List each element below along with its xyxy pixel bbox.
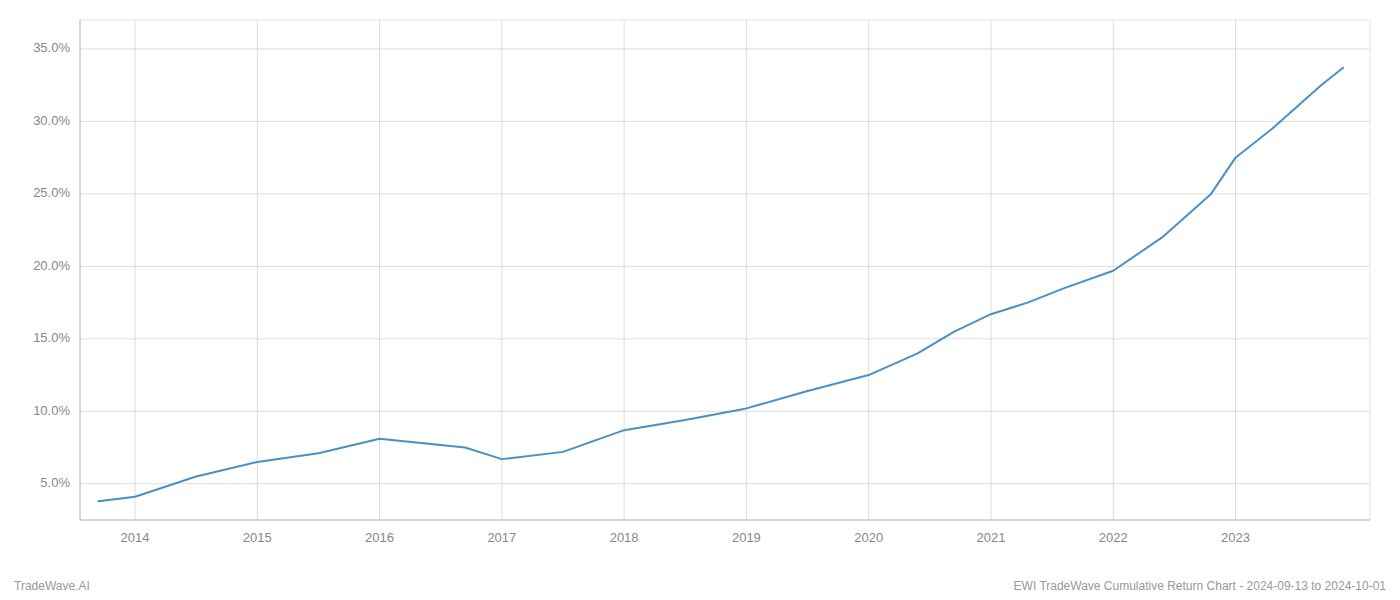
y-tick-label: 25.0% bbox=[33, 185, 70, 200]
x-tick-label: 2017 bbox=[487, 530, 516, 545]
x-axis-line bbox=[80, 520, 1370, 521]
x-grid-line bbox=[501, 20, 502, 520]
grid bbox=[80, 20, 1370, 520]
x-grid-line bbox=[990, 20, 991, 520]
y-tick-label: 20.0% bbox=[33, 258, 70, 273]
chart: 5.0% 10.0% 15.0% 20.0% 25.0% 30.0% 35.0% 2014 20… bbox=[0, 0, 1400, 600]
y-grid-line bbox=[80, 338, 1370, 339]
x-tick-label: 2018 bbox=[610, 530, 639, 545]
y-grid-line bbox=[80, 48, 1370, 49]
footer-text: EWI TradeWave Cumulative Return Chart - … bbox=[1014, 579, 1387, 593]
data-line bbox=[98, 68, 1343, 501]
x-grid-line bbox=[868, 20, 869, 520]
y-grid-line bbox=[80, 483, 1370, 484]
x-grid-line bbox=[135, 20, 136, 520]
y-grid-line bbox=[80, 121, 1370, 122]
y-tick-label: 35.0% bbox=[33, 40, 70, 55]
x-grid-line bbox=[379, 20, 380, 520]
y-tick-label: 15.0% bbox=[33, 330, 70, 345]
x-grid-line bbox=[624, 20, 625, 520]
x-grid-line bbox=[257, 20, 258, 520]
x-tick-label: 2022 bbox=[1099, 530, 1128, 545]
x-tick-label: 2020 bbox=[854, 530, 883, 545]
x-tick-label: 2014 bbox=[121, 530, 150, 545]
footer-text: TradeWave.AI bbox=[14, 579, 90, 593]
x-tick-label: 2019 bbox=[732, 530, 761, 545]
y-tick-label: 10.0% bbox=[33, 403, 70, 418]
x-tick-label: 2016 bbox=[365, 530, 394, 545]
x-tick-label: 2015 bbox=[243, 530, 272, 545]
y-tick-label: 30.0% bbox=[33, 113, 70, 128]
plot-frame bbox=[80, 20, 1370, 520]
x-tick-label: 2023 bbox=[1221, 530, 1250, 545]
x-grid-line bbox=[746, 20, 747, 520]
x-grid-line bbox=[1235, 20, 1236, 520]
axes: 5.0% 10.0% 15.0% 20.0% 25.0% 30.0% 35.0% 2014 20… bbox=[33, 20, 1370, 545]
y-grid-line bbox=[80, 193, 1370, 194]
plot-data bbox=[98, 68, 1343, 501]
y-tick-label: 5.0% bbox=[40, 475, 70, 490]
y-grid-line bbox=[80, 266, 1370, 267]
x-tick-label: 2021 bbox=[976, 530, 1005, 545]
y-axis-line bbox=[80, 20, 81, 520]
